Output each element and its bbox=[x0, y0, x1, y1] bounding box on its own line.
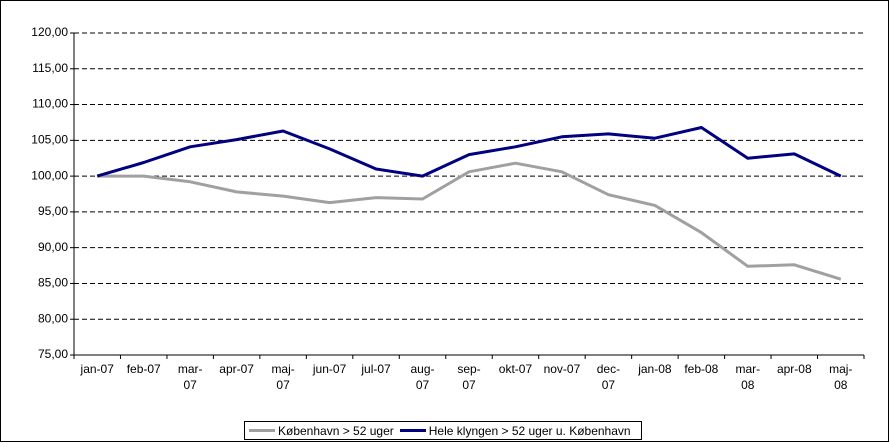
x-tick-label: sep- 07 bbox=[457, 362, 481, 392]
legend-swatch bbox=[399, 429, 426, 432]
x-tick-label: jun-07 bbox=[312, 362, 347, 376]
x-tick-label: mar- 08 bbox=[735, 362, 761, 392]
line-series bbox=[96, 126, 842, 178]
y-tick-label: 100,00 bbox=[31, 168, 68, 182]
x-tick-label: jan-08 bbox=[638, 362, 672, 376]
legend-item: København > 52 uger bbox=[249, 424, 394, 438]
x-tick-label: jan-07 bbox=[80, 362, 114, 376]
x-tick-label: apr-07 bbox=[219, 362, 254, 376]
x-tick-label: okt-07 bbox=[498, 362, 533, 376]
line-series bbox=[97, 161, 842, 281]
legend-swatch bbox=[249, 429, 275, 432]
y-tick-label: 95,00 bbox=[38, 204, 68, 218]
x-tick-label: dec- 07 bbox=[596, 362, 621, 392]
x-tick-label: jul-07 bbox=[361, 362, 391, 376]
x-tick-label: maj- 07 bbox=[271, 362, 295, 392]
y-tick-label: 90,00 bbox=[38, 240, 68, 254]
x-tick-label: feb-08 bbox=[684, 362, 719, 376]
legend-item: Hele klyngen > 52 uger u. København bbox=[399, 423, 631, 438]
y-tick-label: 80,00 bbox=[38, 311, 68, 325]
x-tick-label: apr-08 bbox=[776, 362, 812, 376]
legend-label: København > 52 uger bbox=[278, 423, 394, 438]
y-tick-label: 115,00 bbox=[32, 61, 68, 75]
x-tick-label: feb-07 bbox=[126, 362, 161, 376]
y-tick-label: 120,00 bbox=[31, 25, 68, 39]
legend: København > 52 uger Hele klyngen > 52 uge… bbox=[244, 421, 642, 440]
y-tick-label: 105,00 bbox=[31, 133, 68, 147]
x-tick-label: nov-07 bbox=[543, 362, 581, 376]
y-tick-label: 110,00 bbox=[32, 97, 68, 111]
legend-label: Hele klyngen > 52 uger u. København bbox=[428, 423, 631, 438]
x-tick-label: mar- 07 bbox=[177, 362, 203, 392]
x-tick-label: aug- 07 bbox=[410, 362, 435, 392]
y-tick-label: 75,00 bbox=[38, 347, 68, 361]
x-tick-label: maj- 08 bbox=[829, 362, 853, 392]
y-tick-label: 85,00 bbox=[38, 276, 68, 290]
